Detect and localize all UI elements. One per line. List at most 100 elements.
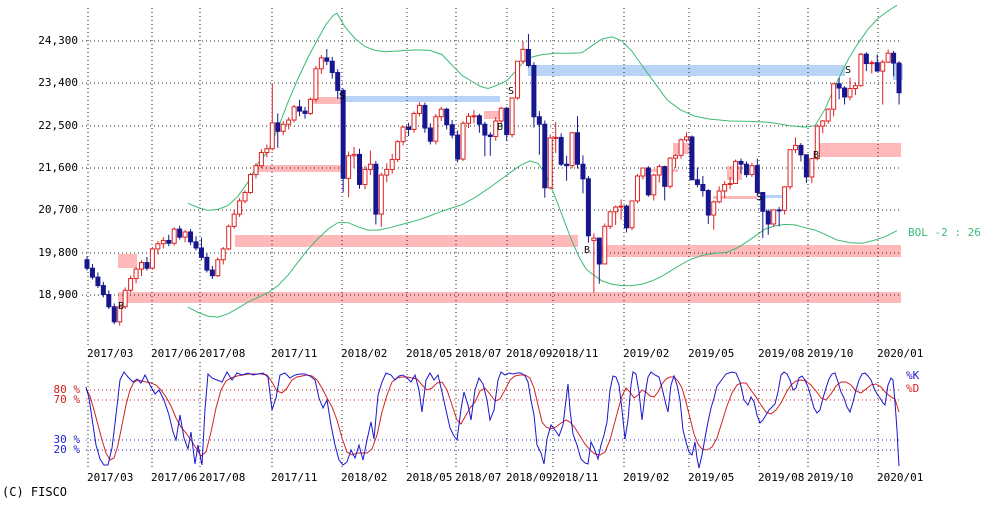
price-tick: 20,700 bbox=[38, 203, 78, 216]
candle-down bbox=[624, 205, 630, 229]
candle-down bbox=[476, 115, 482, 125]
candle-up bbox=[318, 57, 324, 70]
candle-down bbox=[422, 104, 428, 129]
stochastic-tick-20: 20 % bbox=[53, 443, 81, 456]
buy-signal: B bbox=[497, 122, 503, 133]
candle-down bbox=[803, 154, 809, 178]
sell-signal: S bbox=[845, 65, 851, 76]
candle-down bbox=[449, 124, 455, 136]
candle-down bbox=[177, 228, 183, 238]
candle-up bbox=[253, 165, 259, 176]
candle-down bbox=[193, 241, 199, 249]
candle-down bbox=[111, 306, 117, 323]
candle-down bbox=[444, 108, 450, 126]
date-tick: 2019/08 bbox=[758, 471, 805, 484]
candle-up bbox=[733, 160, 739, 185]
candle-up bbox=[416, 104, 422, 114]
price-tick: 19,800 bbox=[38, 246, 78, 259]
candle-down bbox=[760, 191, 766, 212]
candle-up bbox=[814, 125, 820, 160]
candle-up bbox=[547, 137, 553, 189]
date-tick: 2018/07 bbox=[455, 471, 502, 484]
candle-down bbox=[335, 72, 341, 91]
candle-up bbox=[493, 120, 499, 137]
sell-signal: S bbox=[508, 86, 514, 97]
price-tick: 23,400 bbox=[38, 76, 78, 89]
candle-down bbox=[564, 163, 570, 167]
candle-up bbox=[269, 122, 275, 150]
bollinger-label: BOL -2 : 26 bbox=[908, 226, 981, 239]
candle-down bbox=[427, 127, 433, 142]
candle-down bbox=[324, 57, 330, 62]
candle-down bbox=[302, 110, 308, 114]
date-tick: 2018/09 bbox=[506, 471, 553, 484]
candle-up bbox=[634, 175, 640, 202]
d-line bbox=[85, 373, 900, 461]
candle-up bbox=[362, 168, 368, 185]
candle-up bbox=[389, 159, 395, 170]
candle-down bbox=[662, 166, 668, 187]
candle-up bbox=[155, 243, 161, 250]
date-tick: 2017/06 bbox=[151, 471, 198, 484]
candle-down bbox=[531, 64, 537, 118]
candle-up bbox=[656, 166, 662, 176]
support-zone bbox=[118, 254, 137, 268]
candle-up bbox=[509, 97, 515, 136]
candle-down bbox=[89, 267, 95, 278]
candle-down bbox=[754, 165, 760, 193]
candle-down bbox=[891, 52, 897, 64]
support-zone bbox=[818, 143, 901, 157]
date-tick: 2018/02 bbox=[341, 471, 388, 484]
candle-up bbox=[231, 213, 237, 227]
candle-up bbox=[787, 149, 793, 188]
candle-down bbox=[188, 231, 194, 243]
candle-up bbox=[820, 120, 826, 127]
candle-down bbox=[406, 126, 412, 130]
candle-up bbox=[667, 157, 673, 187]
candle-up bbox=[171, 228, 177, 244]
date-tick: 2020/01 bbox=[877, 471, 924, 484]
candle-down bbox=[798, 144, 804, 156]
date-tick: 2017/03 bbox=[87, 471, 134, 484]
candle-up bbox=[395, 141, 401, 161]
candle-down bbox=[689, 136, 695, 181]
candle-down bbox=[504, 107, 510, 136]
candle-up bbox=[629, 200, 635, 229]
candle-up bbox=[793, 144, 798, 151]
bollinger-upper-band bbox=[187, 4, 898, 211]
candle-up bbox=[613, 206, 619, 213]
resistance-zone bbox=[758, 195, 782, 198]
support-zone bbox=[484, 111, 500, 119]
candle-up bbox=[248, 174, 253, 193]
candle-up bbox=[711, 201, 717, 216]
price-tick: 22,500 bbox=[38, 119, 78, 132]
candle-down bbox=[575, 132, 580, 165]
candle-up bbox=[346, 155, 352, 179]
candle-up bbox=[128, 278, 134, 291]
date-tick: 2019/02 bbox=[623, 471, 670, 484]
candle-down bbox=[144, 262, 150, 269]
candle-up bbox=[869, 62, 875, 65]
candle-up bbox=[313, 68, 319, 100]
sell-signal: S bbox=[756, 192, 762, 203]
candle-up bbox=[852, 85, 858, 90]
candle-up bbox=[831, 83, 837, 110]
candle-down bbox=[694, 179, 700, 185]
support-zone bbox=[600, 245, 901, 257]
candle-down bbox=[455, 134, 461, 160]
candle-up bbox=[307, 98, 313, 114]
candle-up bbox=[591, 237, 597, 241]
sell-signal: S bbox=[339, 91, 345, 102]
candle-down bbox=[743, 163, 749, 176]
candle-up bbox=[438, 108, 444, 118]
date-tick: 2019/10 bbox=[807, 471, 854, 484]
resistance-zone bbox=[345, 96, 500, 102]
candle-up bbox=[678, 139, 684, 156]
candle-down bbox=[209, 269, 215, 277]
candle-down bbox=[357, 153, 362, 185]
candle-up bbox=[771, 209, 777, 225]
candle-up bbox=[117, 306, 123, 323]
candle-up bbox=[237, 200, 243, 215]
date-tick: 2017/06 bbox=[151, 347, 198, 360]
